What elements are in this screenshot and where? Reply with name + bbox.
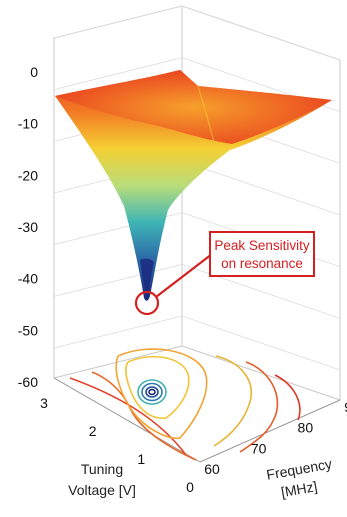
surface bbox=[55, 70, 332, 301]
floor-contours bbox=[69, 348, 301, 461]
annotation-leader bbox=[155, 253, 213, 298]
frequency-label-line2: [MHz] bbox=[280, 478, 319, 500]
voltage-tick-label: 2 bbox=[89, 423, 97, 439]
grid-line bbox=[181, 5, 341, 61]
peak-annotation: Peak Sensitivity on resonance bbox=[134, 231, 315, 316]
frequency-tick-label: 60 bbox=[204, 461, 220, 477]
z-tick-label: -10 bbox=[18, 116, 38, 132]
grid-line bbox=[181, 263, 341, 319]
voltage-axis-label: Tuning Voltage [V] bbox=[68, 461, 136, 498]
z-tick-label: -40 bbox=[18, 271, 38, 287]
frequency-axis-ticks: 60 70 80 90 bbox=[204, 399, 347, 477]
voltage-label-line2: Voltage [V] bbox=[68, 482, 136, 498]
box-edge bbox=[181, 345, 341, 401]
grid-line bbox=[53, 315, 183, 349]
frequency-tick-label: 80 bbox=[298, 420, 314, 436]
frequency-tick-label: 90 bbox=[344, 399, 347, 415]
annotation-box bbox=[209, 231, 315, 277]
grid-line bbox=[181, 160, 341, 216]
peak-marker-circle bbox=[134, 290, 160, 316]
grid-line bbox=[53, 5, 183, 39]
contour-line bbox=[148, 388, 156, 396]
contour-line bbox=[137, 379, 167, 405]
contour-line bbox=[115, 348, 208, 440]
z-axis-ticks: 0 -10 -20 -30 -40 -50 -60 bbox=[18, 64, 38, 390]
grid-line bbox=[53, 263, 183, 297]
surface-ridge bbox=[197, 85, 215, 143]
z-tick-label: 0 bbox=[30, 64, 38, 80]
grid-line bbox=[181, 315, 341, 371]
contour-line bbox=[213, 355, 253, 447]
contour-line bbox=[274, 374, 301, 421]
surface-well bbox=[140, 258, 154, 300]
box-edge bbox=[53, 345, 183, 379]
frequency-label-line1: Frequency bbox=[265, 455, 333, 482]
annotation-line1: Peak Sensitivity bbox=[214, 238, 310, 253]
frequency-tick-label: 70 bbox=[251, 440, 267, 456]
voltage-tick-label: 1 bbox=[137, 451, 145, 467]
contour-line bbox=[239, 361, 279, 453]
voltage-axis-ticks: 0 1 2 3 bbox=[40, 395, 194, 495]
surface-rim bbox=[55, 70, 332, 144]
floor-edge bbox=[53, 377, 201, 463]
grid-line bbox=[53, 57, 183, 91]
gridlines bbox=[53, 5, 341, 371]
frequency-axis-label: Frequency [MHz] bbox=[265, 455, 333, 500]
voltage-tick-label: 3 bbox=[40, 395, 48, 411]
contour-line bbox=[69, 377, 187, 456]
annotation-line2: on resonance bbox=[221, 256, 303, 271]
z-tick-label: -20 bbox=[18, 167, 38, 183]
z-tick-label: -30 bbox=[18, 219, 38, 235]
floor-edge bbox=[199, 399, 341, 463]
voltage-label-line1: Tuning bbox=[81, 461, 123, 477]
contour-line bbox=[141, 382, 163, 402]
contour-line bbox=[125, 355, 190, 419]
z-tick-label: -60 bbox=[18, 374, 38, 390]
z-tick-label: -50 bbox=[18, 322, 38, 338]
contour-line bbox=[145, 386, 159, 398]
voltage-tick-label: 0 bbox=[186, 479, 194, 495]
